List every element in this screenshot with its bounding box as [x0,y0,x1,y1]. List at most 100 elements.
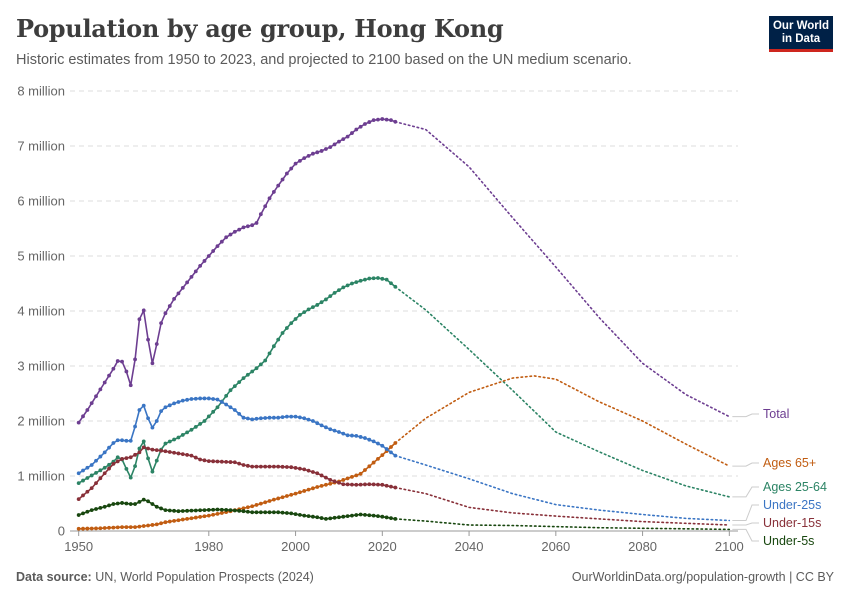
data-point [263,204,268,209]
data-point [354,513,359,517]
data-point [202,259,207,263]
data-point [376,514,380,519]
data-point [98,454,103,459]
data-point [306,468,311,473]
data-point [267,196,272,201]
data-point [276,415,281,420]
data-point [163,405,168,410]
data-point [85,408,90,412]
data-point [137,524,142,529]
projection-line [394,286,731,498]
data-point [367,513,372,518]
data-point [228,388,233,393]
data-point [224,459,229,464]
data-point [172,508,177,513]
data-point [297,490,302,495]
data-point [115,455,120,460]
data-point [302,513,307,518]
data-point [271,190,276,194]
data-point [189,397,194,401]
data-point [367,464,372,469]
owid-logo[interactable]: Our World in Data [769,16,833,52]
data-point [254,503,259,507]
data-point [219,507,224,512]
data-point [297,512,302,517]
data-point [146,456,150,461]
data-point [124,438,129,443]
y-tick-label: 5 million [17,249,65,264]
data-point [341,478,346,482]
data-point [120,438,124,443]
data-point [302,489,307,493]
source-url-link[interactable]: OurWorldinData.org/population-growth | C… [571,570,834,584]
x-tick-label: 2020 [368,539,397,554]
data-point [115,525,120,530]
data-point [345,134,350,139]
projection-line [394,121,731,418]
data-point [232,384,237,389]
data-point [380,276,385,281]
data-point [202,514,207,519]
data-point [232,408,237,412]
data-point [280,331,285,335]
data-point [198,457,203,462]
data-point [89,508,94,512]
data-point [141,439,146,444]
data-point [384,515,389,520]
data-point [98,468,103,473]
data-point [328,145,333,150]
data-point [98,476,103,481]
data-point [137,450,142,455]
x-tick-label: 1950 [64,539,93,554]
data-point [94,481,98,486]
data-point [89,463,94,467]
data-point [267,510,272,515]
data-point [180,509,185,513]
data-point [124,456,129,461]
data-point [206,396,211,401]
data-point [137,408,142,412]
data-point [267,351,272,356]
chart-subtitle: Historic estimates from 1950 to 2023, an… [16,52,632,68]
data-point [111,525,116,530]
data-point [224,402,229,407]
data-point [332,428,337,433]
data-point [341,431,346,436]
data-point [176,291,181,296]
data-point [189,427,194,432]
data-point [172,437,177,442]
data-point [124,466,129,471]
data-point [128,383,133,388]
data-point [89,401,94,406]
series-ages-65- [76,375,731,531]
data-point [206,414,211,419]
data-point [120,457,124,461]
data-point [280,495,285,500]
data-point [324,297,328,302]
data-point [167,450,172,454]
data-point [315,471,320,476]
data-point [206,508,211,512]
data-point [202,458,207,463]
data-point [271,464,276,469]
data-point [389,450,393,455]
data-point [302,416,307,421]
data-point [154,342,159,346]
data-point [376,482,380,487]
data-point [345,283,350,288]
data-point [128,455,133,460]
x-tick-label: 2000 [281,539,310,554]
data-point [354,280,359,285]
data-point [232,229,237,234]
data-point [371,118,376,123]
data-point [245,372,250,377]
data-point [367,482,372,487]
data-point [302,310,307,314]
data-point [180,452,185,457]
data-point [245,509,250,514]
data-point [94,394,98,399]
data-point [371,460,376,465]
data-point [306,514,311,519]
data-point [328,427,333,432]
